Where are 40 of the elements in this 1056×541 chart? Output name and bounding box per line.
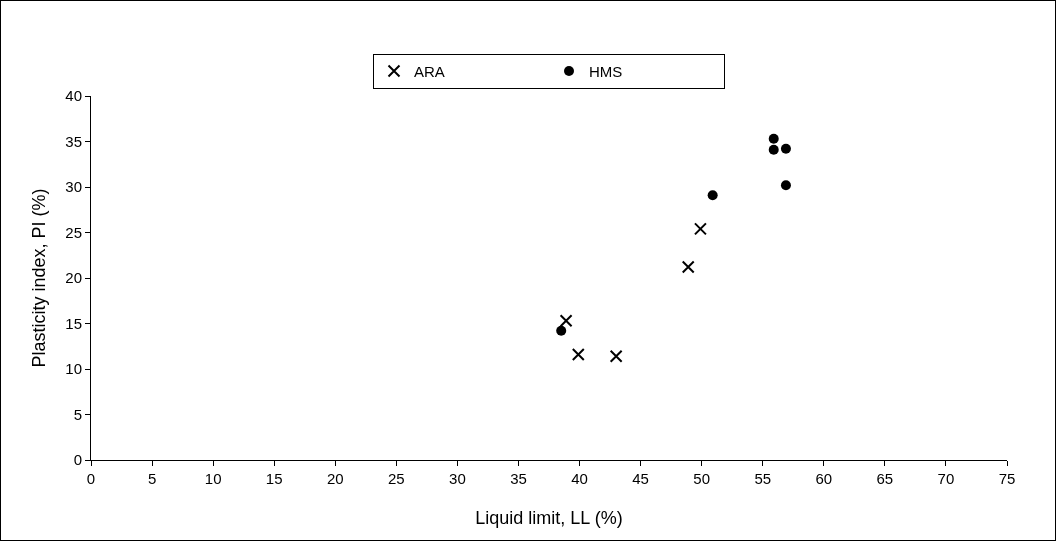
legend-label: HMS — [589, 62, 623, 80]
x-tick-label: 60 — [815, 470, 833, 487]
y-tick-label: 10 — [65, 360, 82, 378]
x-tick-label: 45 — [632, 470, 649, 487]
x-tick-label: 55 — [754, 470, 772, 487]
y-tick-label: 30 — [65, 178, 82, 196]
y-tick-label: 35 — [65, 132, 82, 150]
x-tick-label: 50 — [693, 470, 711, 487]
x-tick-label: 0 — [86, 470, 96, 487]
x-tick-label: 70 — [937, 470, 955, 487]
y-axis-title: Plasticity index, PI (%) — [29, 188, 49, 368]
x-tick-label: 10 — [204, 470, 222, 487]
x-tick-label: 5 — [147, 470, 157, 487]
point — [559, 314, 573, 328]
y-tick-label: 5 — [73, 405, 82, 423]
x-tick-label: 40 — [571, 470, 588, 487]
x-tick-label: 75 — [998, 470, 1016, 487]
point — [768, 144, 779, 155]
x-tick-label: 30 — [449, 470, 466, 487]
y-tick-label: 40 — [65, 87, 82, 105]
point — [768, 133, 779, 144]
x-tick-label: 15 — [265, 470, 283, 487]
point — [780, 180, 791, 191]
x-axis-title: Liquid limit, LL (%) — [475, 508, 623, 528]
point — [681, 260, 695, 274]
point — [707, 190, 718, 201]
x-tick-label: 65 — [876, 470, 894, 487]
y-tick-label: 25 — [65, 223, 82, 241]
x-tick-label: 25 — [387, 470, 405, 487]
legend-label: ARA — [414, 62, 445, 80]
y-tick-label: 20 — [65, 269, 82, 287]
y-tick-label: 15 — [65, 314, 82, 332]
x-tick-label: 20 — [326, 470, 344, 487]
point — [571, 347, 585, 361]
point — [609, 349, 623, 363]
point — [693, 222, 707, 236]
point — [556, 325, 567, 336]
point — [780, 143, 791, 154]
y-tick-label: 0 — [73, 451, 82, 469]
x-tick-label: 35 — [510, 470, 527, 487]
